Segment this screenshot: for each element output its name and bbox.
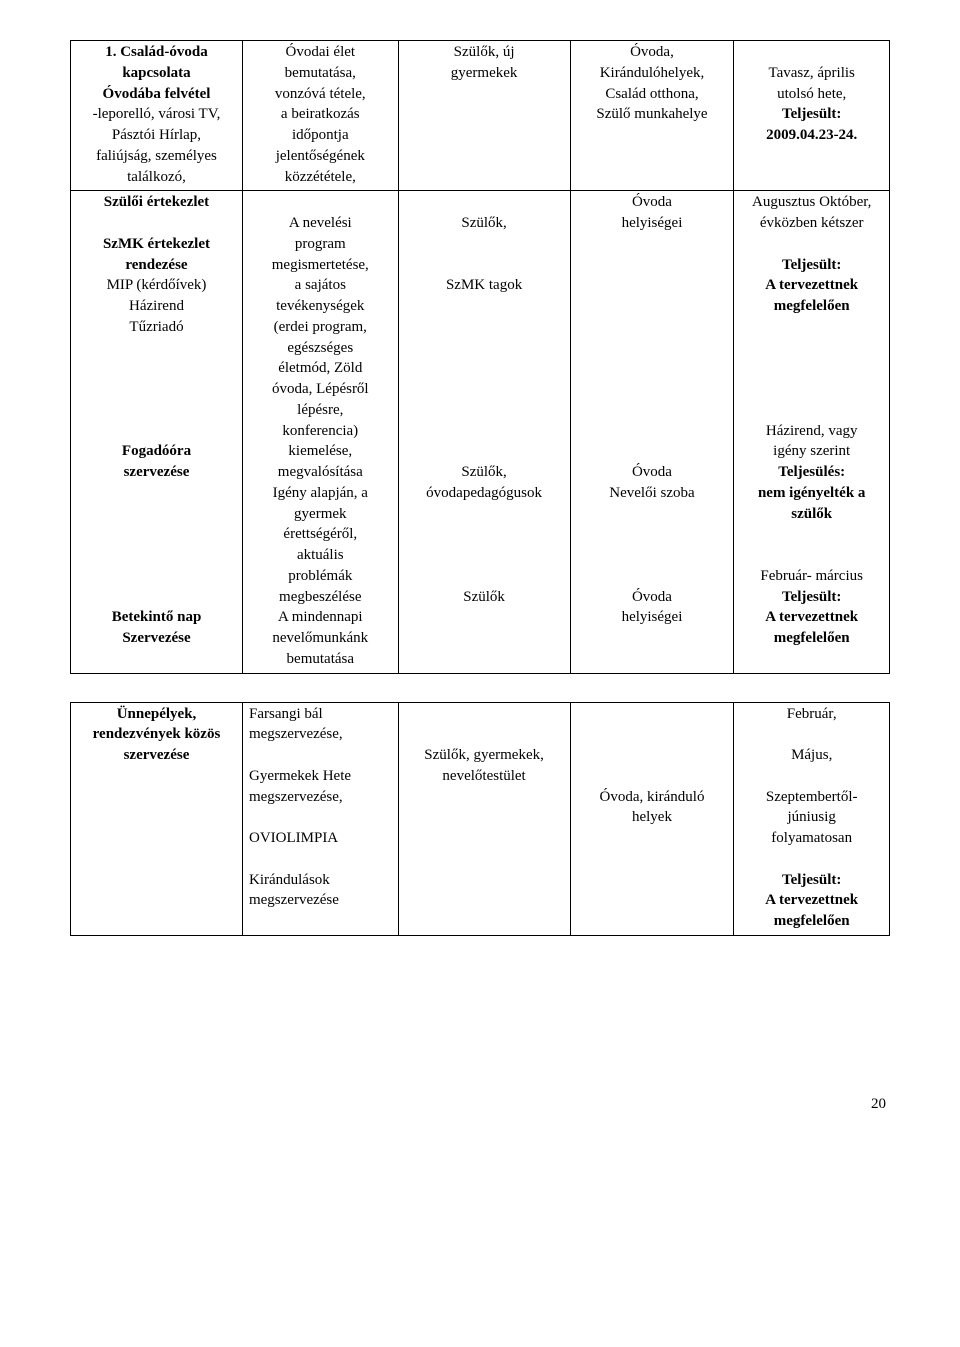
- t1r1c2: Óvodai életbemutatása,vonzóvá tétele,a b…: [242, 41, 398, 191]
- table-1: 1. Család-óvodakapcsolataÓvodába felvéte…: [70, 40, 890, 674]
- table-row: 1. Család-óvodakapcsolataÓvodába felvéte…: [71, 41, 890, 191]
- t1r1c3: Szülők, újgyermekek: [398, 41, 570, 191]
- t1r1c1: 1. Család-óvodakapcsolataÓvodába felvéte…: [71, 41, 243, 191]
- t1r2c5: Augusztus Október,évközben kétszer Telje…: [734, 191, 890, 673]
- spacer: [70, 674, 890, 688]
- spacer: [70, 688, 890, 702]
- t1r1c5: Tavasz, áprilisutolsó hete,Teljesült:200…: [734, 41, 890, 191]
- table-row: Szülői értekezlet SzMK értekezletrendezé…: [71, 191, 890, 673]
- t2r1c3: Szülők, gyermekek,nevelőtestület: [398, 702, 570, 935]
- table-2: Ünnepélyek,rendezvények közösszervezése …: [70, 702, 890, 936]
- t1r2c1: Szülői értekezlet SzMK értekezletrendezé…: [71, 191, 243, 673]
- t1r2c2: A nevelésiprogrammegismertetése,a sajáto…: [242, 191, 398, 673]
- t2r1c1: Ünnepélyek,rendezvények közösszervezése: [71, 702, 243, 935]
- t1r2c3: Szülők, SzMK tagok Szülők,óvodapedagógus…: [398, 191, 570, 673]
- t2r1c2: Farsangi bálmegszervezése, Gyermekek Het…: [242, 702, 398, 935]
- page-number: 20: [70, 1096, 890, 1113]
- t2r1c4: Óvoda, kirándulóhelyek: [570, 702, 734, 935]
- t1r2c4: Óvodahelyiségei ÓvodaNevelői szoba Óvoda…: [570, 191, 734, 673]
- t1r1c4: Óvoda,Kirándulóhelyek,Család otthona,Szü…: [570, 41, 734, 191]
- t2r1c5: Február, Május, Szeptembertől-júniusigfo…: [734, 702, 890, 935]
- table-row: Ünnepélyek,rendezvények közösszervezése …: [71, 702, 890, 935]
- page: 1. Család-óvodakapcsolataÓvodába felvéte…: [0, 0, 960, 1153]
